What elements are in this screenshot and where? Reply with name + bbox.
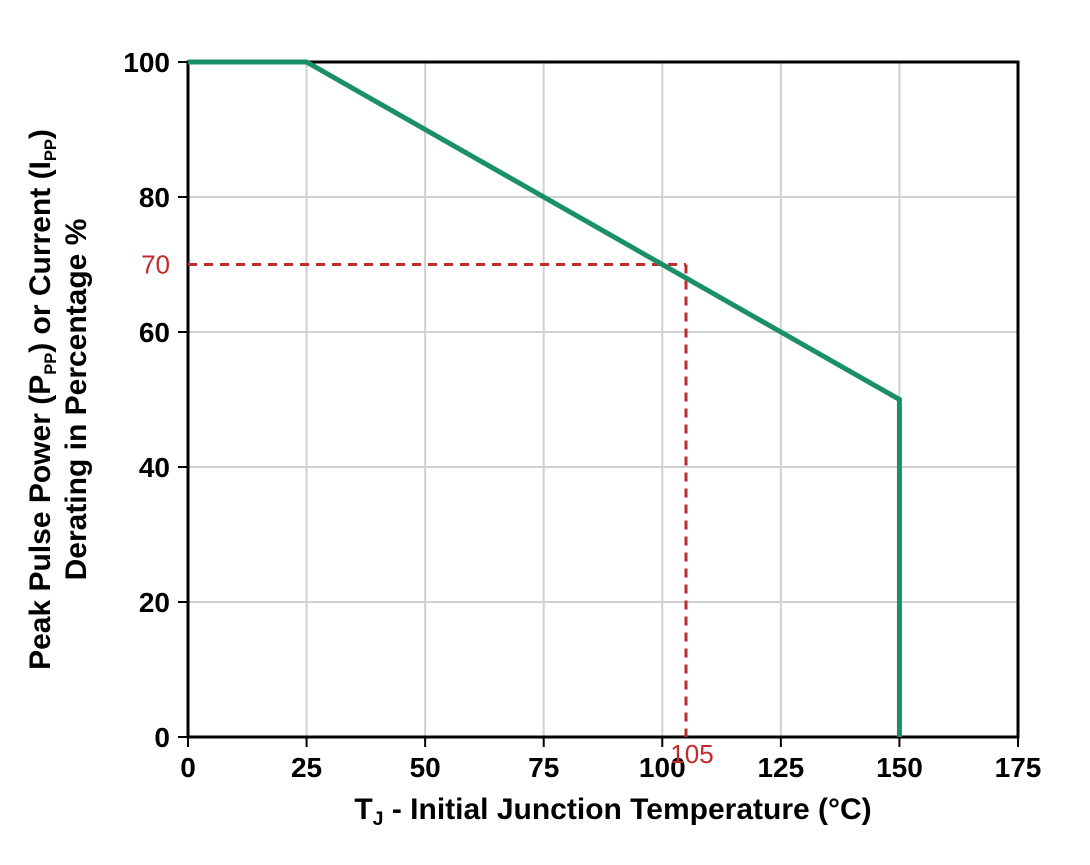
y-tick-label: 0	[154, 722, 170, 753]
x-tick-label: 175	[995, 752, 1042, 783]
annotation-y-label: 70	[141, 250, 170, 280]
y-tick-label: 40	[139, 452, 170, 483]
x-tick-label: 25	[291, 752, 322, 783]
y-tick-label: 60	[139, 317, 170, 348]
x-axis-label: TJ - Initial Junction Temperature (°C)	[354, 793, 871, 830]
x-tick-label: 150	[876, 752, 923, 783]
y-tick-label: 20	[139, 587, 170, 618]
x-tick-label: 50	[410, 752, 441, 783]
chart-svg: 025507510012515017502040608010070105TJ -…	[0, 0, 1090, 865]
x-tick-label: 75	[528, 752, 559, 783]
x-tick-label: 0	[180, 752, 196, 783]
y-tick-label: 100	[123, 47, 170, 78]
y-tick-label: 80	[139, 182, 170, 213]
derating-chart: 025507510012515017502040608010070105TJ -…	[0, 0, 1090, 865]
annotation-x-label: 105	[670, 739, 713, 769]
x-tick-label: 125	[757, 752, 804, 783]
y-axis-label-line1: Peak Pulse Power (PPP) or Current (IPP)	[24, 129, 60, 670]
y-axis-label-line2: Derating in Percentage %	[60, 219, 93, 581]
